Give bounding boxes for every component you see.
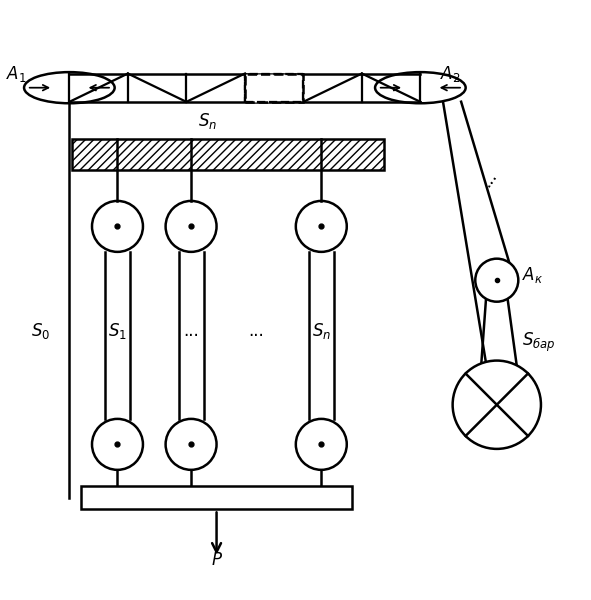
Circle shape [92,201,143,252]
Text: ...: ... [248,322,264,340]
Ellipse shape [375,72,466,103]
Text: $A_2$: $A_2$ [440,64,461,83]
Circle shape [296,419,347,470]
Bar [72,139,384,170]
Text: $P$: $P$ [210,551,223,569]
Circle shape [296,201,347,252]
Circle shape [475,259,518,302]
Ellipse shape [24,72,115,103]
Text: ...: ... [183,322,199,340]
Bar [81,485,352,509]
Circle shape [165,419,216,470]
Text: $A_1$: $A_1$ [7,64,27,83]
Circle shape [92,419,143,470]
Text: $S_n$: $S_n$ [199,110,217,131]
Text: ...: ... [476,167,500,190]
Circle shape [453,361,541,449]
Text: $A_к$: $A_к$ [522,265,544,284]
Text: $S_n$: $S_n$ [311,321,331,341]
Text: $S_0$: $S_0$ [31,321,51,341]
Text: $S_{бар}$: $S_{бар}$ [522,331,556,354]
Circle shape [165,201,216,252]
Text: $S_1$: $S_1$ [108,321,127,341]
Bar [245,74,303,102]
